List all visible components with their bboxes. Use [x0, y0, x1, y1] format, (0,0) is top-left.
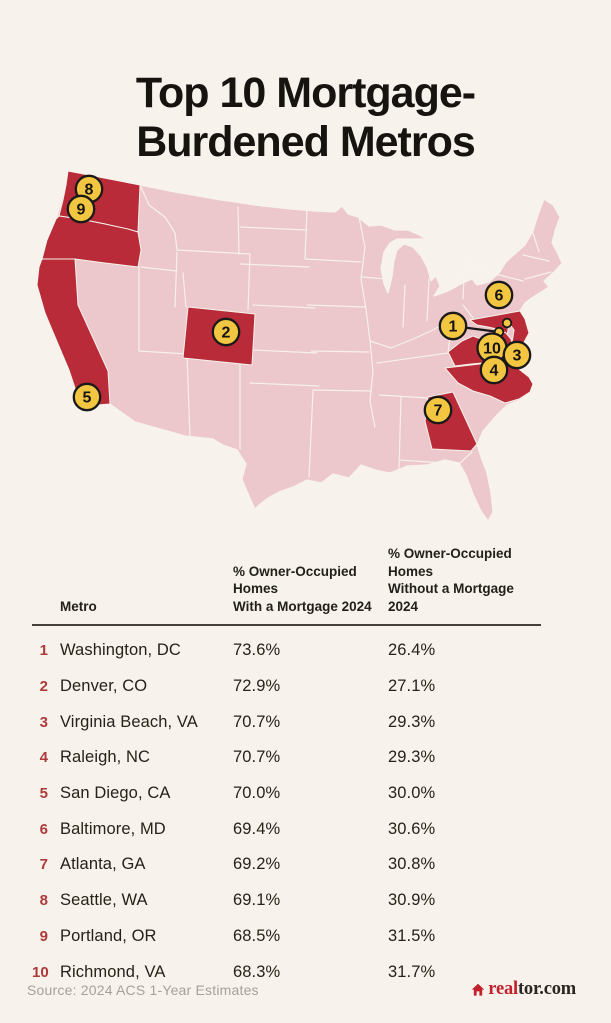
with-mortgage-cell: 69.4%: [233, 819, 281, 838]
svg-text:7: 7: [434, 403, 443, 420]
rank-cell: 2: [39, 678, 48, 696]
table-row: 8 Seattle, WA 69.1% 30.9%: [32, 883, 541, 919]
table-row: 4 Raleigh, NC 70.7% 29.3%: [32, 740, 541, 776]
rank-cell: 5: [39, 785, 48, 803]
source-note: Source: 2024 ACS 1-Year Estimates: [27, 982, 259, 998]
col-header-without-mortgage: % Owner-Occupied Homes Without a Mortgag…: [388, 546, 514, 614]
state-border-lines: [138, 186, 552, 478]
with-mortgage-cell: 70.0%: [233, 784, 281, 803]
svg-text:4: 4: [490, 363, 499, 380]
with-mortgage-cell: 70.7%: [233, 748, 281, 767]
table-row: 7 Atlanta, GA 69.2% 30.8%: [32, 847, 541, 883]
with-mortgage-cell: 72.9%: [233, 677, 281, 696]
rank-cell: 6: [39, 820, 48, 838]
with-mortgage-cell: 68.5%: [233, 926, 281, 945]
map-marker-2[interactable]: 2: [211, 317, 241, 347]
without-mortgage-cell: 30.6%: [388, 819, 436, 838]
state-california: [36, 258, 111, 407]
table-row: 10 Richmond, VA 68.3% 31.7%: [32, 954, 541, 990]
metro-cell: Virginia Beach, VA: [60, 712, 198, 731]
svg-text:5: 5: [83, 390, 92, 407]
without-mortgage-cell: 30.0%: [388, 784, 436, 803]
table-rows: 1 Washington, DC 73.6% 26.4% 2 Denver, C…: [32, 633, 541, 990]
rank-cell: 7: [39, 856, 48, 874]
map-marker-6[interactable]: 6: [484, 280, 514, 310]
table-row: 2 Denver, CO 72.9% 27.1%: [32, 669, 541, 705]
svg-text:2: 2: [222, 325, 231, 342]
metro-cell: Portland, OR: [60, 926, 157, 945]
metro-cell: Raleigh, NC: [60, 748, 151, 767]
map-marker-1[interactable]: 1: [438, 311, 468, 341]
with-mortgage-cell: 69.1%: [233, 891, 281, 910]
realtor-logo: realtor.com: [471, 979, 576, 1000]
us-map: 8 9 5 2 6 7 1 10: [25, 155, 586, 540]
svg-text:10: 10: [483, 341, 501, 358]
page-title-line2: Burdened Metros: [136, 117, 476, 166]
page-title: Top 10 Mortgage- Burdened Metros: [0, 69, 611, 167]
without-mortgage-cell: 29.3%: [388, 712, 436, 731]
without-mortgage-cell: 30.8%: [388, 855, 436, 874]
metro-cell: Washington, DC: [60, 641, 181, 660]
map-marker-5[interactable]: 5: [72, 382, 102, 412]
rank-cell: 10: [32, 963, 49, 981]
map-marker-4[interactable]: 4: [479, 355, 509, 385]
without-mortgage-cell: 31.5%: [388, 926, 436, 945]
with-mortgage-cell: 73.6%: [233, 641, 281, 660]
with-mortgage-cell: 68.3%: [233, 962, 281, 981]
table-row: 9 Portland, OR 68.5% 31.5%: [32, 919, 541, 955]
rank-cell: 4: [39, 749, 48, 767]
baltimore-location-dot: [501, 317, 513, 329]
house-icon: [471, 983, 485, 996]
table-row: 3 Virginia Beach, VA 70.7% 29.3%: [32, 704, 541, 740]
with-mortgage-cell: 69.2%: [233, 855, 281, 874]
table-header-divider: [32, 624, 541, 626]
metro-cell: Richmond, VA: [60, 962, 166, 981]
without-mortgage-cell: 30.9%: [388, 891, 436, 910]
without-mortgage-cell: 26.4%: [388, 641, 436, 660]
table-row: 5 San Diego, CA 70.0% 30.0%: [32, 776, 541, 812]
table-row: 1 Washington, DC 73.6% 26.4%: [32, 633, 541, 669]
metro-table: Metro % Owner-Occupied Homes With a Mort…: [32, 545, 541, 990]
rank-cell: 8: [39, 892, 48, 910]
map-marker-9[interactable]: 9: [66, 194, 96, 224]
metro-cell: Baltimore, MD: [60, 819, 166, 838]
metro-cell: Seattle, WA: [60, 891, 148, 910]
state-oregon: [41, 215, 142, 268]
svg-text:3: 3: [513, 348, 522, 365]
map-marker-3[interactable]: 3: [502, 340, 532, 370]
rank-cell: 3: [39, 713, 48, 731]
realtor-logo-text: realtor.com: [488, 979, 576, 999]
without-mortgage-cell: 27.1%: [388, 677, 436, 696]
table-row: 6 Baltimore, MD 69.4% 30.6%: [32, 811, 541, 847]
svg-text:9: 9: [77, 202, 86, 219]
rank-cell: 1: [39, 642, 48, 660]
us-map-svg: 8 9 5 2 6 7 1 10: [36, 170, 563, 522]
page-title-line1: Top 10 Mortgage-: [135, 68, 476, 117]
metro-cell: Denver, CO: [60, 677, 148, 696]
metro-cell: San Diego, CA: [60, 784, 171, 803]
svg-text:8: 8: [85, 182, 94, 199]
without-mortgage-cell: 31.7%: [388, 962, 436, 981]
svg-text:1: 1: [449, 319, 458, 336]
without-mortgage-cell: 29.3%: [388, 748, 436, 767]
map-marker-10[interactable]: 10: [476, 332, 508, 364]
map-marker-7[interactable]: 7: [423, 395, 453, 425]
with-mortgage-cell: 70.7%: [233, 712, 281, 731]
col-header-metro: Metro: [60, 598, 97, 614]
map-markers: 8 9 5 2 6 7 1 10: [66, 174, 532, 425]
rank-cell: 9: [39, 927, 48, 945]
svg-text:6: 6: [495, 288, 504, 305]
table-header-row: Metro % Owner-Occupied Homes With a Mort…: [32, 545, 541, 615]
col-header-with-mortgage: % Owner-Occupied Homes With a Mortgage 2…: [233, 563, 372, 614]
metro-cell: Atlanta, GA: [60, 855, 146, 874]
